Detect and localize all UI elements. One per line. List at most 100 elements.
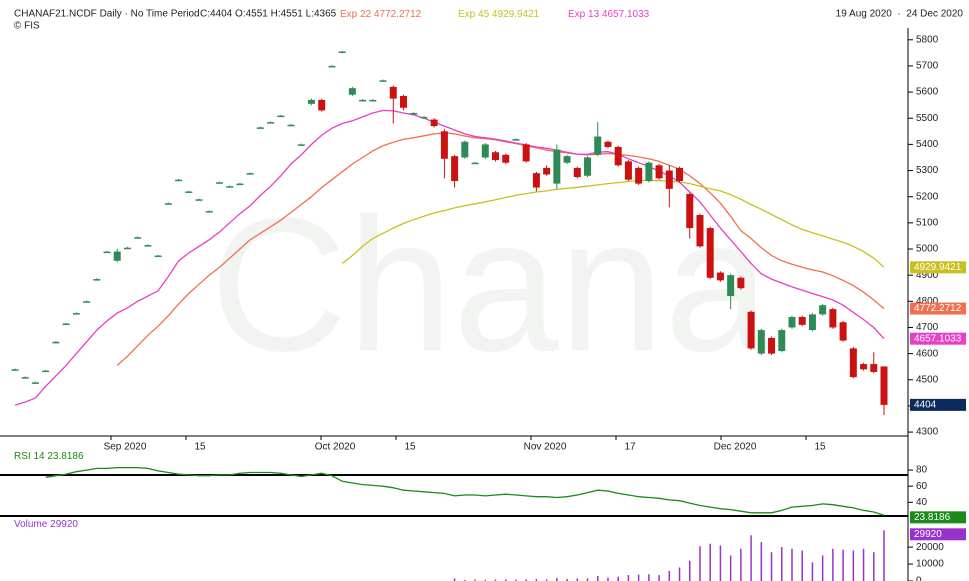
candle-body [379,80,387,82]
candle-body [481,144,489,158]
y-tick-label: 4700 [916,322,939,333]
candle-body [62,323,70,326]
candle-body [144,245,152,247]
candle-body [829,309,837,328]
copyright: © FIS [14,21,40,32]
legend-ema45: Exp 45 4929.9421 [458,9,540,20]
candle-body [604,141,612,147]
candle-body [451,156,459,181]
volume-name: Volume [14,519,48,530]
candle-body [420,116,428,119]
candle-body [471,162,479,165]
candle-body [614,147,622,166]
x-tick-label: Nov 2020 [524,442,567,453]
y-tick-label: 80 [916,465,928,476]
line-series [14,109,885,406]
y-tick-label: 4900 [916,270,939,281]
rsi-label: RSI 14 23.8186 [14,451,84,462]
candle-body [103,251,111,254]
candle-body [399,96,407,108]
candle-body [706,228,714,278]
rsi-value: 23.8186 [47,451,84,462]
volume-value: 29920 [50,519,78,530]
y-tick-label: 20000 [916,542,944,553]
legend-value: 4657.1033 [602,9,650,20]
y-tick-label: 0 [916,576,922,581]
candle-body [11,369,19,371]
candle-body [655,165,663,179]
candle-body [808,314,816,331]
candle-body [215,182,223,184]
candle-body [348,88,356,95]
axis-box [910,332,966,345]
candle-body [768,337,776,354]
candle-body [113,251,121,261]
candle-body [256,127,264,129]
rsi-name: RSI 14 [14,451,45,462]
candle-body [737,277,745,289]
candle-body [226,186,234,188]
axis-box-label: 23.8186 [914,512,951,523]
legend-ema22: Exp 22 4772.2712 [340,9,422,20]
candle-body [676,167,684,181]
candle-body [686,194,694,229]
candle-body [727,275,735,297]
candle-body [307,99,315,104]
candle-body [328,65,336,68]
candle-body [573,167,581,178]
y-tick-label: 4500 [916,374,939,385]
symbol: CHANAF21.NCDF Daily · No Time Period [14,9,200,20]
axis-box-label: 4929.9421 [914,262,962,273]
x-tick-label: Oct 2020 [315,442,356,453]
axis-box [910,528,966,541]
candle-body [502,154,510,163]
candle-body [93,279,101,281]
y-tick-label: 5200 [916,191,939,202]
candle-body [492,152,500,161]
axis-box [910,511,966,524]
candle-body [83,301,91,303]
line-series [45,466,885,516]
candle-body [430,119,438,127]
candle-body [72,313,80,315]
legend-value: 4772.2712 [374,9,422,20]
candle-body [716,272,724,281]
legend-value: 4929.9421 [492,9,540,20]
candle-body [594,136,602,155]
candle-body [338,51,346,54]
watermark: Chana [210,179,770,391]
candle-body [318,99,326,111]
candle-body [624,161,632,180]
candle-body [236,183,244,186]
y-tick-label: 5300 [916,165,939,176]
candle-body [267,122,275,124]
candle-body [635,167,643,184]
candle-body [870,364,878,372]
candle-body [584,157,592,176]
y-tick-label: 5700 [916,61,939,72]
candle-body [747,311,755,349]
legend-ema13: Exp 13 4657.1033 [568,9,650,20]
y-tick-label: 5000 [916,244,939,255]
y-tick-label: 5800 [916,34,939,45]
candle-body [849,348,857,378]
y-tick-label: 5500 [916,113,939,124]
candle-body [205,211,213,213]
y-tick-label: 60 [916,481,928,492]
candle-body [154,255,162,258]
candle-body [860,364,868,370]
axis-box [910,398,966,411]
legend-name: Exp 22 [340,9,372,20]
candle-body [195,199,203,201]
axis-box-label: 29920 [914,529,942,540]
candle-body [42,370,50,373]
candle-body [31,382,39,384]
candle-body [543,167,551,175]
y-tick-label: 5600 [916,87,939,98]
candle-body [389,86,397,99]
candle-body [287,124,295,127]
line-series [341,179,885,268]
y-tick-label: 4300 [916,427,939,438]
candle-body [512,139,520,141]
